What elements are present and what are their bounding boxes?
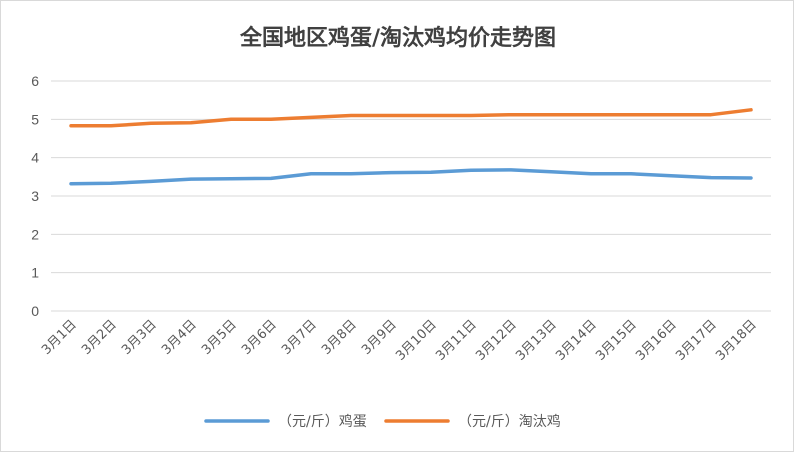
x-tick-label: 3月16日: [633, 317, 680, 364]
x-tick-label: 3月4日: [159, 317, 200, 358]
y-tick-label: 1: [31, 265, 39, 281]
x-axis-ticks: 3月1日 3月2日 3月3日 3月4日 3月5日 3月6日 3月7日 3月8日 3月9日3月10…: [39, 317, 760, 364]
x-tick-label: 3月7日: [279, 317, 320, 358]
y-tick-label: 5: [31, 111, 39, 127]
x-tick-label: 3月12日: [473, 317, 520, 364]
x-tick-label: 3月1日: [39, 317, 80, 358]
x-tick-label: 3月13日: [513, 317, 560, 364]
x-tick-label: 3月15日: [593, 317, 640, 364]
series-line-1: [69, 108, 753, 128]
x-tick-label: 3月11日: [433, 317, 480, 364]
legend-label-0: （元/斤）鸡蛋: [278, 413, 367, 430]
x-tick-label: 3月14日: [553, 317, 600, 364]
x-tick-label: 3月17日: [673, 317, 720, 364]
y-tick-label: 3: [31, 188, 39, 204]
legend: （元/斤）鸡蛋 （元/斤）淘汰鸡: [204, 413, 561, 430]
y-tick-label: 4: [31, 150, 39, 166]
x-tick-label: 3月8日: [319, 317, 360, 358]
y-tick-label: 6: [31, 73, 39, 89]
series-lines: [69, 108, 753, 186]
chart-title: 全国地区鸡蛋/淘汰鸡均价走势图: [239, 25, 556, 51]
x-tick-label: 3月18日: [713, 317, 760, 364]
x-tick-label: 3月10日: [393, 317, 440, 364]
y-tick-label: 0: [31, 303, 39, 319]
x-tick-label: 3月3日: [119, 317, 160, 358]
gridlines: [51, 80, 771, 312]
y-axis-ticks: 0 1 2 3 4 5 6: [31, 73, 39, 319]
x-tick-label: 3月6日: [239, 317, 280, 358]
x-tick-label: 3月5日: [199, 317, 240, 358]
legend-label-1: （元/斤）淘汰鸡: [458, 413, 561, 430]
x-tick-label: 3月2日: [79, 317, 120, 358]
y-tick-label: 2: [31, 226, 39, 242]
series-line-0: [69, 168, 753, 186]
